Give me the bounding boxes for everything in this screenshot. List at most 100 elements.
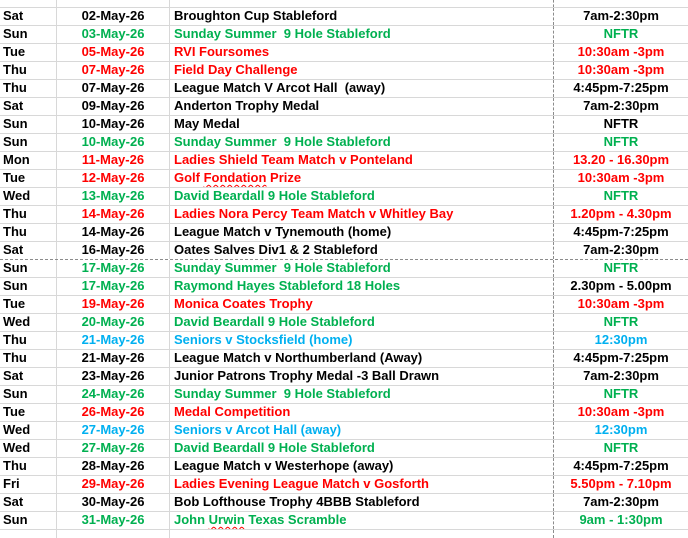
- cell-time[interactable]: 10:30am -3pm: [553, 62, 688, 79]
- cell-event[interactable]: David Beardall 9 Hole Stableford: [174, 314, 375, 329]
- cell-event[interactable]: Monica Coates Trophy: [174, 296, 313, 311]
- cell-event[interactable]: Sunday Summer 9 Hole Stableford: [174, 134, 391, 149]
- cell-event[interactable]: Seniors v Stocksfield (home): [174, 332, 353, 347]
- cell-day[interactable]: Sun: [0, 260, 57, 277]
- cell-event[interactable]: Anderton Trophy Medal: [174, 98, 320, 113]
- cell-date[interactable]: 27-May-26: [57, 440, 170, 457]
- cell-time[interactable]: NFTR: [553, 260, 688, 277]
- cell-event[interactable]: David Beardall 9 Hole Stableford: [174, 440, 375, 455]
- cell-day[interactable]: Mon: [0, 152, 57, 169]
- cell-time[interactable]: 7am-2:30pm: [553, 98, 688, 115]
- cell-time[interactable]: 9am - 1:30pm: [553, 512, 688, 529]
- cell-time[interactable]: NFTR: [553, 386, 688, 403]
- cell-event[interactable]: Field Day Challenge: [174, 62, 298, 77]
- cell-day[interactable]: Sun: [0, 26, 57, 43]
- cell-day[interactable]: Sat: [0, 368, 57, 385]
- cell-date[interactable]: 03-May-26: [57, 26, 170, 43]
- cell-date[interactable]: 09-May-26: [57, 98, 170, 115]
- cell-day[interactable]: Sun: [0, 386, 57, 403]
- cell-date[interactable]: 07-May-26: [57, 80, 170, 97]
- cell-day[interactable]: Sat: [0, 494, 57, 511]
- cell-event[interactable]: RVI Foursomes: [174, 44, 270, 59]
- cell-time[interactable]: 10:30am -3pm: [553, 296, 688, 313]
- cell-date[interactable]: 12-May-26: [57, 170, 170, 187]
- cell-time[interactable]: NFTR: [553, 134, 688, 151]
- cell-event[interactable]: Junior Patrons Trophy Medal -3 Ball Draw…: [174, 368, 440, 383]
- cell-event[interactable]: Sunday Summer 9 Hole Stableford: [174, 260, 391, 275]
- cell-day[interactable]: Tue: [0, 404, 57, 421]
- empty-cell[interactable]: [0, 0, 57, 7]
- cell-date[interactable]: 28-May-26: [57, 458, 170, 475]
- cell-date[interactable]: 14-May-26: [57, 206, 170, 223]
- cell-date[interactable]: 10-May-26: [57, 116, 170, 133]
- cell-day[interactable]: Thu: [0, 80, 57, 97]
- cell-date[interactable]: 13-May-26: [57, 188, 170, 205]
- cell-event[interactable]: May Medal: [174, 116, 240, 131]
- cell-day[interactable]: Wed: [0, 440, 57, 457]
- cell-time[interactable]: NFTR: [553, 440, 688, 457]
- cell-date[interactable]: 27-May-26: [57, 422, 170, 439]
- cell-date[interactable]: 05-May-26: [57, 44, 170, 61]
- cell-time[interactable]: 10:30am -3pm: [553, 44, 688, 61]
- empty-cell[interactable]: [170, 0, 553, 7]
- cell-time[interactable]: 12:30pm: [553, 422, 688, 439]
- cell-event[interactable]: Broughton Cup Stableford: [174, 8, 338, 23]
- cell-date[interactable]: 29-May-26: [57, 476, 170, 493]
- cell-day[interactable]: Sat: [0, 242, 57, 259]
- cell-date[interactable]: 14-May-26: [57, 224, 170, 241]
- cell-event[interactable]: David Beardall 9 Hole Stableford: [174, 188, 375, 203]
- empty-cell[interactable]: [0, 530, 57, 538]
- cell-date[interactable]: 24-May-26: [57, 386, 170, 403]
- cell-day[interactable]: Thu: [0, 458, 57, 475]
- cell-date[interactable]: 11-May-26: [57, 152, 170, 169]
- cell-time[interactable]: 4:45pm-7:25pm: [553, 224, 688, 241]
- cell-time[interactable]: 7am-2:30pm: [553, 494, 688, 511]
- empty-cell[interactable]: [553, 0, 688, 7]
- cell-time[interactable]: 5.50pm - 7.10pm: [553, 476, 688, 493]
- cell-event[interactable]: League Match V Arcot Hall (away): [174, 80, 386, 95]
- cell-day[interactable]: Thu: [0, 62, 57, 79]
- cell-date[interactable]: 30-May-26: [57, 494, 170, 511]
- cell-day[interactable]: Tue: [0, 170, 57, 187]
- cell-date[interactable]: 26-May-26: [57, 404, 170, 421]
- cell-day[interactable]: Wed: [0, 422, 57, 439]
- cell-time[interactable]: 4:45pm-7:25pm: [553, 350, 688, 367]
- cell-time[interactable]: NFTR: [553, 116, 688, 133]
- cell-time[interactable]: 7am-2:30pm: [553, 368, 688, 385]
- cell-event[interactable]: Golf Fondation Prize: [174, 170, 302, 185]
- cell-date[interactable]: 20-May-26: [57, 314, 170, 331]
- cell-date[interactable]: 17-May-26: [57, 278, 170, 295]
- cell-time[interactable]: 10:30am -3pm: [553, 404, 688, 421]
- cell-time[interactable]: 2.30pm - 5.00pm: [553, 278, 688, 295]
- empty-cell[interactable]: [57, 530, 170, 538]
- cell-event[interactable]: Oates Salves Div1 & 2 Stableford: [174, 242, 378, 257]
- cell-event[interactable]: Ladies Nora Percy Team Match v Whitley B…: [174, 206, 454, 221]
- cell-event[interactable]: John Urwin Texas Scramble: [174, 512, 347, 527]
- empty-cell[interactable]: [57, 0, 170, 7]
- empty-cell[interactable]: [170, 530, 553, 538]
- cell-event[interactable]: Ladies Evening League Match v Gosforth: [174, 476, 429, 491]
- cell-day[interactable]: Wed: [0, 314, 57, 331]
- cell-time[interactable]: NFTR: [553, 314, 688, 331]
- cell-date[interactable]: 07-May-26: [57, 62, 170, 79]
- cell-time[interactable]: 4:45pm-7:25pm: [553, 458, 688, 475]
- cell-time[interactable]: NFTR: [553, 188, 688, 205]
- cell-date[interactable]: 19-May-26: [57, 296, 170, 313]
- cell-event[interactable]: Sunday Summer 9 Hole Stableford: [174, 386, 391, 401]
- cell-time[interactable]: 7am-2:30pm: [553, 8, 688, 25]
- cell-event[interactable]: Seniors v Arcot Hall (away): [174, 422, 342, 437]
- cell-event[interactable]: Sunday Summer 9 Hole Stableford: [174, 26, 391, 41]
- cell-date[interactable]: 21-May-26: [57, 332, 170, 349]
- cell-event[interactable]: League Match v Westerhope (away): [174, 458, 394, 473]
- cell-day[interactable]: Thu: [0, 206, 57, 223]
- cell-day[interactable]: Fri: [0, 476, 57, 493]
- cell-day[interactable]: Wed: [0, 188, 57, 205]
- cell-date[interactable]: 17-May-26: [57, 260, 170, 277]
- cell-day[interactable]: Thu: [0, 350, 57, 367]
- cell-time[interactable]: 10:30am -3pm: [553, 170, 688, 187]
- cell-day[interactable]: Thu: [0, 332, 57, 349]
- cell-time[interactable]: 13.20 - 16.30pm: [553, 152, 688, 169]
- cell-event[interactable]: League Match v Tynemouth (home): [174, 224, 392, 239]
- cell-date[interactable]: 10-May-26: [57, 134, 170, 151]
- cell-date[interactable]: 21-May-26: [57, 350, 170, 367]
